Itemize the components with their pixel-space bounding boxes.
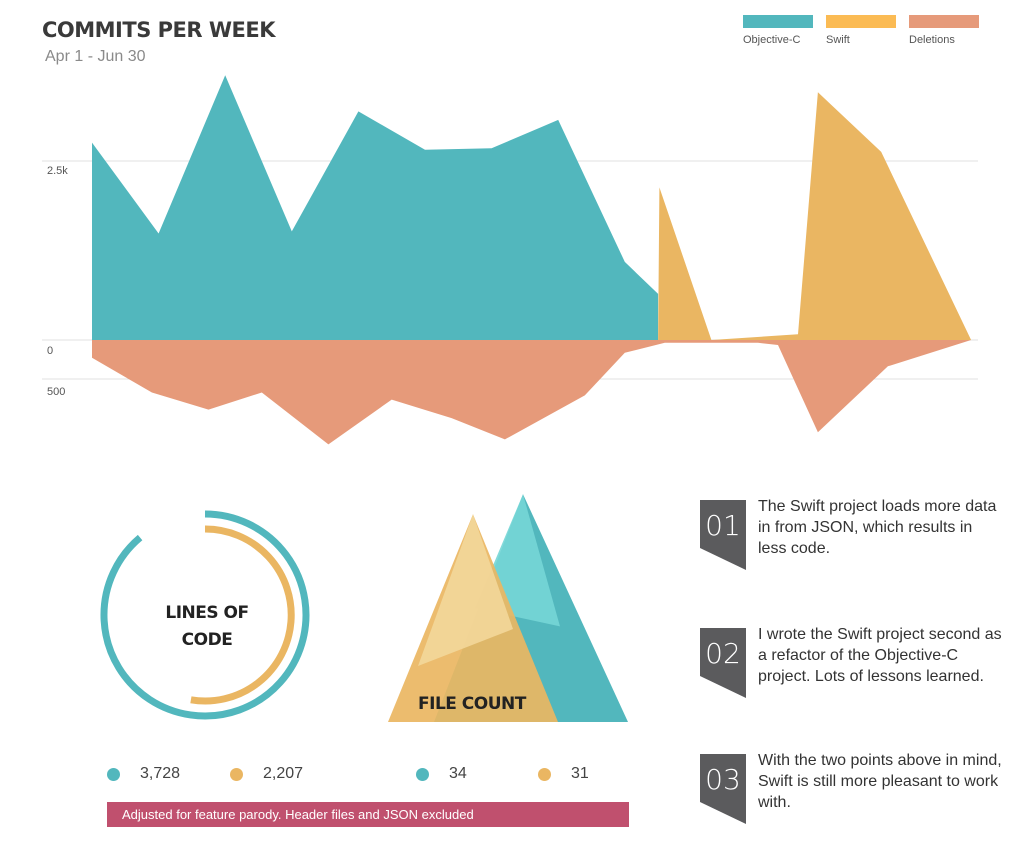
callout-badge-shape: [700, 500, 746, 570]
y-tick-500: 500: [47, 386, 66, 398]
legend-swatch-objective-c: [743, 15, 813, 28]
area-objective-c: [92, 75, 659, 340]
legend-label-deletions: Deletions: [909, 34, 955, 46]
objc-dot-icon: [107, 767, 120, 781]
files-swift-value: 31: [571, 765, 589, 782]
legend-label-swift: Swift: [826, 34, 850, 46]
callout-number: 01: [705, 509, 741, 542]
chart-subtitle: Apr 1 - Jun 30: [45, 48, 146, 65]
files-objc-stat: 34: [416, 765, 467, 783]
triangle-swift-highlight: [418, 514, 513, 666]
callout-badge-shape: [700, 754, 746, 824]
lines-of-code-label-line2: CODE: [181, 630, 233, 650]
donut-arc-objective-c: [100, 510, 310, 720]
callout-text: The Swift project loads more data in fro…: [758, 498, 997, 557]
y-tick-0: 0: [47, 345, 54, 357]
swift-dot-icon: [538, 767, 551, 781]
donut-arc-swift: [190, 525, 295, 705]
swift-dot-icon: [230, 767, 243, 781]
objc-dot-icon: [416, 767, 429, 781]
y-tick-2-5k: 2.5k: [47, 165, 68, 177]
chart-title: COMMITS PER WEEK: [42, 18, 275, 42]
file-count-label: FILE COUNT: [418, 694, 526, 714]
legend-swatch-swift: [826, 15, 896, 28]
loc-objc-value: 3,728: [140, 765, 181, 782]
legend-item-objective-c: Objective-C: [743, 15, 813, 46]
loc-swift-stat: 2,207: [230, 765, 303, 783]
loc-swift-value: 2,207: [263, 765, 304, 782]
files-swift-stat: 31: [538, 765, 589, 783]
files-objc-value: 34: [449, 765, 467, 782]
footnote-bar: Adjusted for feature parody. Header file…: [107, 802, 629, 827]
footnote-text: Adjusted for feature parody. Header file…: [122, 807, 474, 822]
lines-of-code-label: LINES OF CODE: [152, 600, 262, 654]
callout-number: 03: [705, 763, 741, 796]
lines-of-code-label-line1: LINES OF: [165, 603, 249, 623]
callout-text: With the two points above in mind, Swift…: [758, 752, 1002, 811]
legend-swatch-deletions: [909, 15, 979, 28]
loc-objc-stat: 3,728: [107, 765, 180, 783]
legend-item-deletions: Deletions: [909, 15, 979, 46]
area-swift: [658, 92, 972, 340]
callout-number: 02: [705, 637, 741, 670]
legend-label-objective-c: Objective-C: [743, 34, 801, 46]
callout-text: I wrote the Swift project second as a re…: [758, 626, 1002, 685]
area-deletions: [92, 340, 972, 445]
legend-item-swift: Swift: [826, 15, 896, 46]
callout-badge-shape: [700, 628, 746, 698]
